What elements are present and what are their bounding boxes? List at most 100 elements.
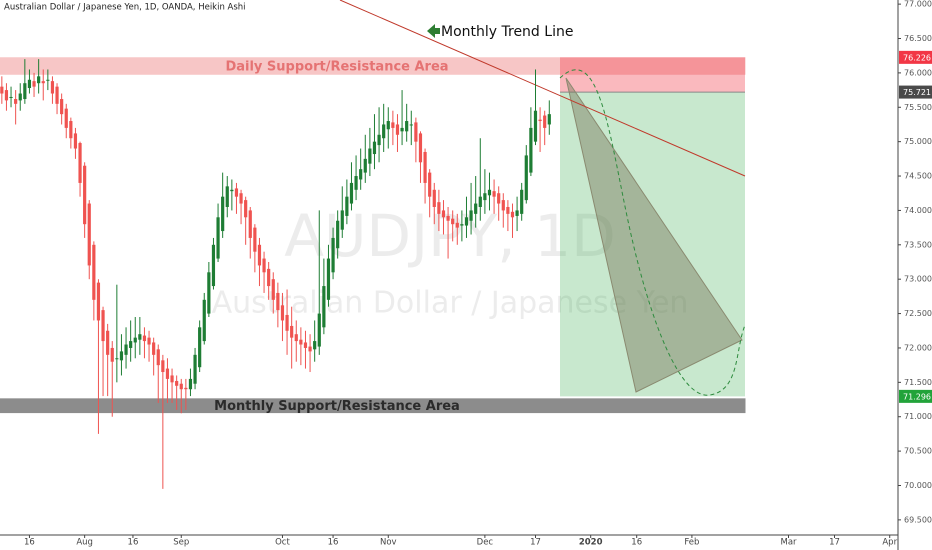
candle-body	[96, 282, 101, 321]
candle-body	[441, 210, 446, 218]
candle-body	[469, 210, 473, 221]
candle-body	[483, 193, 487, 201]
candle-body	[336, 220, 340, 249]
x-tick-label: Apr	[882, 538, 897, 548]
y-tick-label: 70.000	[904, 481, 932, 490]
candle-body	[253, 227, 257, 252]
candle-body	[543, 115, 547, 128]
price-label: 71.296	[903, 392, 931, 401]
candle-body	[50, 81, 55, 94]
candle-body	[345, 196, 349, 216]
candle-body	[198, 327, 202, 368]
candle-body	[115, 358, 119, 360]
candle-body	[510, 211, 515, 218]
candle-body	[464, 217, 469, 226]
candle-body	[428, 172, 432, 197]
candle-body	[156, 349, 160, 366]
candle-body	[363, 158, 367, 173]
candle-body	[547, 114, 551, 125]
candle-body	[18, 93, 22, 101]
candle-body	[423, 151, 427, 183]
zone	[0, 57, 746, 75]
candle-body	[60, 99, 64, 115]
candle-body	[73, 133, 78, 149]
candle-body	[225, 186, 229, 207]
y-tick-label: 76.000	[904, 68, 932, 77]
candle-body	[391, 122, 395, 128]
y-tick-label: 73.500	[904, 240, 932, 249]
candle-body	[395, 124, 400, 135]
candle-body	[267, 268, 271, 287]
y-tick-label: 75.000	[904, 137, 932, 146]
candle-body	[37, 76, 41, 84]
candle-body	[101, 310, 105, 342]
candle-body	[92, 244, 96, 300]
candle-body	[234, 188, 239, 197]
zone-label: Monthly Support/Resistance Area	[214, 399, 460, 414]
candle-body	[276, 292, 280, 311]
candle-body	[142, 335, 147, 342]
forecast-fan	[565, 77, 743, 393]
candle-body	[83, 165, 87, 225]
candle-body	[41, 81, 45, 84]
x-tick-label: 17	[530, 538, 541, 548]
candle-body	[414, 122, 418, 142]
candle-body	[285, 314, 289, 331]
candle-body	[4, 90, 9, 101]
candle-body	[207, 272, 211, 314]
candle-body	[106, 330, 110, 355]
watermark: AUDJPY, 1D Australian Dollar / Japanese …	[212, 202, 689, 320]
price-label-box	[899, 389, 932, 403]
candle-body	[515, 210, 519, 216]
candle-body	[257, 244, 262, 266]
candle-body	[138, 334, 142, 340]
x-tick-label: Nov	[380, 538, 397, 548]
y-tick-label: 73.000	[904, 275, 932, 284]
candle-body	[299, 339, 303, 345]
shapes	[339, 0, 746, 396]
candle-body	[349, 182, 354, 204]
candle-body	[193, 354, 197, 384]
labels: Monthly Trend Line Australian Dollar / J…	[4, 3, 573, 415]
candle-body	[432, 189, 436, 207]
y-tick-label: 72.000	[904, 343, 932, 352]
candle-body	[446, 215, 450, 221]
candle-body	[87, 203, 91, 266]
candle-body	[78, 143, 82, 183]
candle-body	[69, 121, 73, 139]
annotation: Monthly Trend Line	[441, 24, 573, 40]
candle-body	[460, 224, 464, 226]
candle-body	[46, 79, 50, 81]
candle-body	[179, 383, 183, 390]
x-tick-label: Mar	[780, 538, 797, 548]
candle-body	[326, 258, 331, 300]
candle-body	[244, 200, 248, 218]
candle-body	[184, 387, 188, 390]
x-tick-label: 16	[24, 538, 35, 548]
candle-body	[152, 342, 156, 355]
candle-body	[303, 342, 308, 348]
candle-body	[317, 313, 321, 347]
y-tick-label: 75.500	[904, 103, 932, 112]
candle-body	[524, 155, 528, 201]
candle-body	[221, 196, 225, 232]
candle-body	[14, 99, 18, 104]
candle-body	[124, 344, 128, 355]
x-tick-label: Aug	[76, 538, 93, 548]
price-label: 76.226	[903, 53, 931, 62]
x-tick-label: Feb	[684, 538, 699, 548]
forecast-path	[559, 69, 746, 396]
candle-body	[55, 86, 59, 104]
candle-body	[405, 121, 409, 132]
candle-body	[32, 81, 36, 87]
price-label: 75.721	[903, 88, 931, 97]
candle-body	[294, 334, 298, 342]
candle-body	[497, 193, 501, 204]
candle-body	[538, 119, 542, 122]
candle-body	[170, 375, 174, 383]
candle-body	[400, 127, 404, 132]
y-tick-label: 77.000	[904, 0, 932, 9]
candle-body	[271, 279, 275, 300]
x-tick-label: 17	[829, 538, 840, 548]
